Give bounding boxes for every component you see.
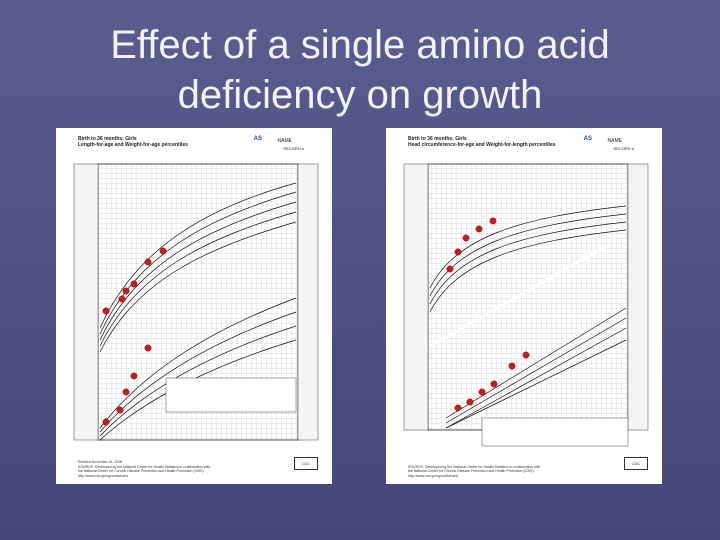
length-weight-grid [73, 163, 319, 441]
footer-line-2: SOURCE: Developed by the National Center… [78, 464, 211, 469]
weight-for-length-data-points [454, 351, 530, 412]
record-label: RECORD # [613, 146, 634, 151]
footer-line-2: the National Center for Chronic Disease … [408, 469, 535, 473]
length-data-points [102, 247, 167, 315]
chart-footer: Revised November 21, 2000 SOURCE: Develo… [78, 460, 258, 478]
footer-line-4: http://www.cdc.gov/growthcharts [78, 473, 129, 478]
footer-line-1: SOURCE: Developed by the National Center… [408, 464, 541, 469]
name-label: NAME [277, 138, 292, 144]
chart-header-line-2: Head circumference-for-age and Weight-fo… [408, 142, 556, 148]
headcirc-weight-grid [403, 163, 649, 447]
cdc-logo: CDC [624, 457, 648, 470]
record-label: RECORD # [283, 146, 304, 151]
patient-initials: AS [253, 136, 262, 142]
growth-chart-length-weight: Birth to 36 months: Girls Length-for-age… [56, 128, 332, 484]
slide-title-line-2: deficiency on growth [177, 73, 543, 117]
footer-line-1: Revised November 21, 2000 [78, 460, 123, 464]
growth-chart-headcirc-weight: Birth to 36 months: Girls Head circumfer… [386, 128, 662, 484]
weight-data-points [102, 344, 152, 426]
slide-title: Effect of a single amino acid deficiency… [0, 20, 720, 120]
cdc-logo: CDC [294, 457, 318, 470]
footer-line-3: the National Center for Chronic Disease … [78, 469, 205, 473]
chart-header-line-1: Birth to 36 months: Girls [78, 136, 137, 142]
headcirc-data-points [446, 217, 497, 273]
footer-line-3: http://www.cdc.gov/growthcharts [408, 473, 459, 478]
slide-title-line-1: Effect of a single amino acid [110, 23, 610, 67]
patient-initials: AS [583, 136, 592, 142]
name-label: NAME [607, 138, 622, 144]
chart-header-line-1: Birth to 36 months: Girls [408, 136, 467, 142]
chart-footer: SOURCE: Developed by the National Center… [408, 465, 588, 479]
chart-header: Birth to 36 months: Girls Head circumfer… [408, 136, 555, 148]
chart-header-line-2: Length-for-age and Weight-for-age percen… [78, 142, 188, 148]
chart-header: Birth to 36 months: Girls Length-for-age… [78, 136, 188, 148]
